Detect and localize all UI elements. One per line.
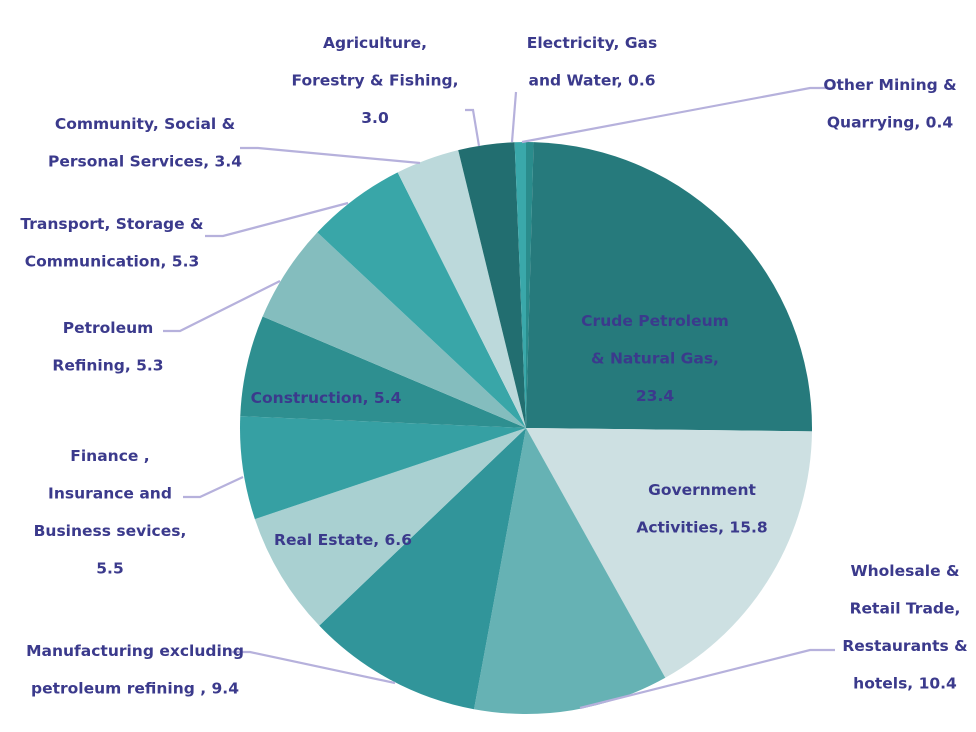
slice-label-line: Retail Trade, <box>850 600 961 618</box>
leader-line <box>163 280 281 333</box>
slice-label-line: Manufacturing excluding <box>26 642 244 660</box>
pie-slice-other-mining-quarrying <box>526 142 534 428</box>
pie-slice-finance-insurance-and-business-sevices <box>240 416 527 520</box>
slice-label-line: Electricity, Gas <box>527 34 657 52</box>
slice-label-line: Construction, 5.4 <box>251 389 402 407</box>
leader-line <box>183 476 244 499</box>
slice-label-line: Personal Services, 3.4 <box>48 153 242 171</box>
slice-label: Finance , Insurance and Business sevices, 5… <box>34 447 187 578</box>
slice-label: Other Mining & Quarrying, 0.4 <box>823 76 956 132</box>
leader-line <box>521 86 835 144</box>
leader-line <box>579 648 835 710</box>
slice-label-line: Quarrying, 0.4 <box>827 114 953 132</box>
slice-label: Construction, 5.4 <box>251 389 402 407</box>
leader-line <box>510 91 518 143</box>
leader-line <box>465 108 481 147</box>
slice-label-line: Petroleum <box>63 319 154 337</box>
slice-label-line: Insurance and <box>48 485 172 503</box>
slice-label-line: 5.5 <box>96 560 123 578</box>
slice-label-line: Forestry & Fishing, <box>292 72 459 90</box>
slice-label-line: 3.0 <box>361 109 389 127</box>
slice-label: Real Estate, 6.6 <box>274 531 412 549</box>
slice-label-line: Restaurants & <box>842 637 967 655</box>
slice-label-line: petroleum refining , 9.4 <box>31 680 239 698</box>
pie-slice-agriculture-forestry-fishing <box>458 142 526 429</box>
slice-label: Crude Petroleum & Natural Gas, 23.4 <box>581 312 729 405</box>
pie-slice-crude-petroleum-natural-gas <box>526 142 812 432</box>
slice-label: Manufacturing excluding petroleum refinin… <box>26 642 244 698</box>
slice-label-line: Transport, Storage & <box>20 215 203 233</box>
leader-lines <box>163 86 835 710</box>
slice-label-line: 23.4 <box>636 387 674 405</box>
slice-label-line: Government <box>648 481 756 499</box>
slice-label: Electricity, Gas and Water, 0.6 <box>527 34 657 90</box>
slice-label-line: Agriculture, <box>323 34 427 52</box>
pie-slice-electricity-gas-and-water <box>514 142 526 428</box>
pie-slice-community-social-personal-services <box>397 150 526 428</box>
slice-label-line: Communication, 5.3 <box>25 253 200 271</box>
pie-slice-wholesale-retail-trade-restaurants-hotels <box>474 428 666 714</box>
slice-label-line: Business sevices, <box>34 522 187 540</box>
slice-label-line: Real Estate, 6.6 <box>274 531 412 549</box>
slice-label: Community, Social & Personal Services, 3.… <box>48 115 242 171</box>
slice-label-line: Other Mining & <box>823 76 956 94</box>
slice-labels: Other Mining & Quarrying, 0.4 Crude Petrol… <box>20 34 967 698</box>
slice-label-line: Crude Petroleum <box>581 312 729 330</box>
slice-label-line: hotels, 10.4 <box>853 675 957 693</box>
pie-slice-transport-storage-communication <box>317 172 526 428</box>
leader-line <box>232 650 396 685</box>
slice-label-line: Finance , <box>70 447 149 465</box>
slice-label-line: Community, Social & <box>55 115 235 133</box>
pie-slice-real-estate <box>254 428 526 626</box>
slice-label-line: Activities, 15.8 <box>636 519 767 537</box>
slice-label-line: & Natural Gas, <box>591 350 719 368</box>
slice-label: Wholesale & Retail Trade, Restaurants & hot… <box>842 562 967 693</box>
slice-label-line: and Water, 0.6 <box>528 72 655 90</box>
pie-slice-construction <box>240 316 526 428</box>
slice-label-line: Wholesale & <box>850 562 959 580</box>
pie-slice-petroleum-refining <box>262 232 526 428</box>
pie-slice-manufacturing-excluding-petroleum-refining <box>319 428 526 710</box>
slice-label-line: Refining, 5.3 <box>52 357 163 375</box>
leader-line <box>205 201 349 238</box>
slice-label: Transport, Storage & Communication, 5.3 <box>20 215 203 271</box>
slice-label: Petroleum Refining, 5.3 <box>52 319 163 375</box>
leader-line <box>240 146 421 165</box>
slice-label: Agriculture, Forestry & Fishing, 3.0 <box>292 34 459 127</box>
pie-slices <box>240 142 812 714</box>
pie-slice-government-activities <box>526 428 812 678</box>
slice-label: Government Activities, 15.8 <box>636 481 767 537</box>
